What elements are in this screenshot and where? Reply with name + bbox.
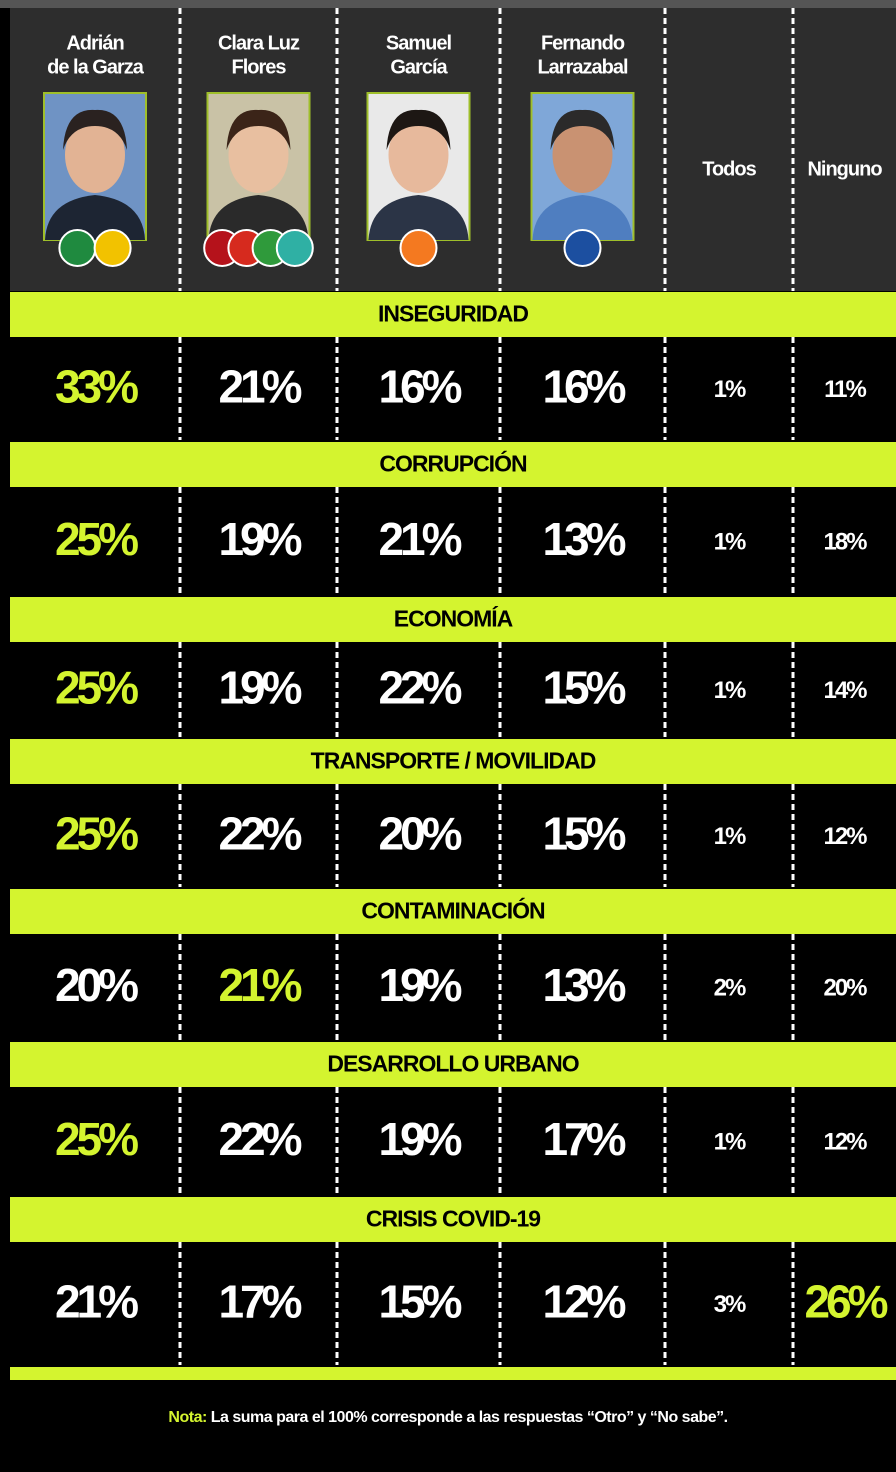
cell-value: 1% [714, 528, 746, 555]
cell-value: 22% [218, 1113, 301, 1165]
party-logo [93, 229, 132, 267]
footnote-label: Nota: [168, 1409, 206, 1426]
cell-value: 22% [218, 808, 301, 860]
column-header: Fernando [541, 32, 625, 54]
section-band [10, 442, 896, 487]
cell-value: 11% [824, 376, 866, 403]
cell-value: 1% [714, 823, 746, 850]
party-logo [563, 229, 602, 267]
footnote-text: La suma para el 100% corresponde a las r… [211, 1409, 728, 1426]
party-logo [399, 229, 438, 267]
cell-value: 22% [378, 662, 461, 714]
cell-value: 12% [823, 1128, 867, 1155]
photo-face [228, 117, 289, 193]
cell-value: 19% [218, 513, 301, 565]
cell-value: 19% [378, 1113, 461, 1165]
cell-value: 16% [542, 361, 625, 413]
column-header: Ninguno [807, 158, 882, 180]
column-header: Clara Luz [218, 32, 300, 54]
candidate-photo [43, 92, 147, 241]
photo-hair [550, 109, 615, 150]
cell-value: 13% [542, 513, 625, 565]
photo-shoulders [368, 195, 469, 240]
column-header: Larrazabal [537, 56, 627, 78]
cell-value: 18% [823, 528, 867, 555]
cell-value: 25% [55, 808, 138, 860]
photo-shoulders [45, 195, 145, 240]
section-title: ECONOMÍA [394, 605, 513, 632]
photo-face [65, 117, 125, 193]
cell-value: 19% [218, 662, 301, 714]
section-band [10, 1197, 896, 1242]
cell-value: 3% [714, 1291, 746, 1318]
cell-value: 12% [823, 823, 867, 850]
cell-value: 20% [823, 974, 867, 1001]
photo-shoulders [532, 195, 633, 240]
photo-face [388, 117, 449, 193]
cell-value: 33% [55, 361, 138, 413]
bottom-band [10, 1367, 896, 1380]
section-band [10, 739, 896, 784]
cell-value: 21% [55, 1276, 138, 1328]
section-title: CRISIS COVID-19 [366, 1206, 540, 1232]
top-strip [0, 0, 896, 8]
section-title: CONTAMINACIÓN [361, 897, 545, 924]
section-title: CORRUPCIÓN [379, 450, 527, 477]
cell-value: 15% [542, 808, 625, 860]
cell-value: 2% [714, 974, 746, 1001]
cell-value: 21% [218, 959, 301, 1011]
cell-value: 1% [714, 376, 746, 403]
cell-value: 1% [714, 1128, 746, 1155]
column-header: García [390, 56, 448, 78]
candidate-photo [206, 92, 311, 241]
candidate-photo [530, 92, 635, 241]
photo-hair [63, 109, 127, 150]
cell-value: 21% [218, 361, 301, 413]
cell-value: 15% [542, 662, 625, 714]
cell-value: 21% [378, 513, 461, 565]
section-title: DESARROLLO URBANO [327, 1051, 578, 1077]
section-title: TRANSPORTE / MOVILIDAD [311, 748, 596, 774]
cell-value: 25% [55, 662, 138, 714]
candidate-photo [366, 92, 471, 241]
section-band [10, 1042, 896, 1087]
cell-value: 12% [542, 1276, 625, 1328]
party-logo [275, 229, 314, 267]
cell-value: 25% [55, 1113, 138, 1165]
cell-value: 20% [378, 808, 461, 860]
column-header: Flores [231, 56, 286, 78]
cell-value: 13% [542, 959, 625, 1011]
cell-value: 19% [378, 959, 461, 1011]
column-header: de la Garza [47, 56, 145, 78]
cell-value: 26% [804, 1276, 887, 1328]
section-band [10, 889, 896, 934]
photo-hair [226, 109, 291, 150]
cell-value: 17% [542, 1113, 625, 1165]
cell-value: 20% [55, 959, 138, 1011]
section-title: INSEGURIDAD [378, 301, 528, 327]
cell-value: 16% [378, 361, 461, 413]
cell-value: 14% [823, 677, 867, 704]
footnote: Nota: La suma para el 100% corresponde a… [168, 1409, 727, 1426]
section-band [10, 597, 896, 642]
photo-hair [386, 109, 451, 150]
cell-value: 15% [378, 1276, 461, 1328]
cell-value: 17% [218, 1276, 301, 1328]
column-header: Adrián [66, 32, 123, 54]
photo-face [552, 117, 613, 193]
column-header: Samuel [386, 32, 452, 54]
photo-shoulders [208, 195, 309, 240]
cell-value: 25% [55, 513, 138, 565]
column-header: Todos [702, 158, 756, 180]
cell-value: 1% [714, 677, 746, 704]
section-band [10, 292, 896, 337]
party-logo [58, 229, 97, 267]
